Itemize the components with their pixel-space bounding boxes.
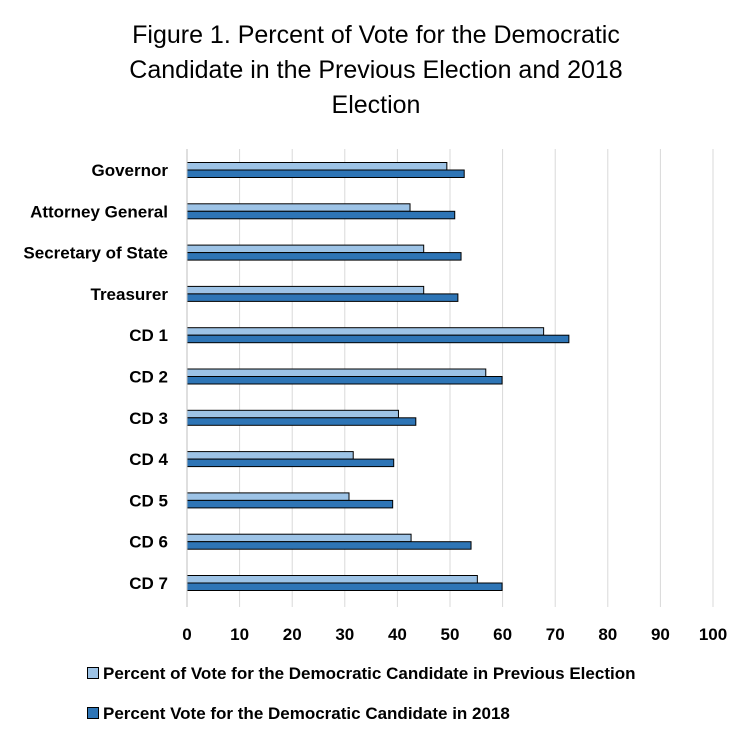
y-category-label: CD 7: [129, 574, 168, 593]
bar-previous: [186, 575, 478, 584]
y-category-label: CD 1: [129, 326, 168, 345]
chart-title-line-1: Figure 1. Percent of Vote for the Democr…: [132, 21, 620, 49]
legend-swatch-previous: [87, 666, 99, 679]
x-tick-label: 90: [651, 625, 670, 644]
x-tick-label: 50: [441, 625, 460, 644]
bar-previous: [186, 451, 354, 460]
bar-previous: [186, 203, 411, 212]
bar-2018: [186, 417, 417, 426]
x-tick-label: 40: [388, 625, 407, 644]
legend-swatch-2018: [87, 706, 99, 719]
bar-previous: [186, 244, 425, 254]
x-tick-label: 30: [335, 625, 354, 644]
x-tick-label: 10: [230, 625, 249, 644]
bar-2018: [186, 458, 395, 468]
bar-2018: [186, 499, 394, 509]
bar-previous: [186, 368, 487, 377]
x-tick-label: 80: [598, 625, 617, 644]
bar-previous: [186, 285, 425, 295]
y-category-label: Treasurer: [91, 285, 169, 304]
x-tick-label: 100: [699, 625, 727, 644]
x-tick-label: 20: [283, 625, 302, 644]
chart-title: Figure 1. Percent of Vote for the Democr…: [0, 18, 752, 123]
x-tick-label: 0: [182, 625, 191, 644]
x-tick-label: 70: [546, 625, 565, 644]
bar-previous: [186, 533, 412, 543]
y-category-label: CD 4: [129, 450, 168, 469]
bar-2018: [186, 169, 465, 178]
y-category-label: Governor: [91, 161, 168, 180]
bar-2018: [186, 582, 503, 591]
legend-item-2018: Percent Vote for the Democratic Candidat…: [87, 704, 510, 724]
chart-title-line-3: Election: [331, 91, 421, 119]
bar-2018: [186, 334, 570, 344]
x-tick-label: 60: [493, 625, 512, 644]
y-category-label: CD 2: [129, 368, 168, 387]
y-category-label: CD 6: [129, 533, 168, 552]
legend-label-2018: Percent Vote for the Democratic Candidat…: [103, 704, 510, 723]
bar-2018: [186, 293, 459, 302]
bar-2018: [186, 376, 503, 385]
legend-label-previous: Percent of Vote for the Democratic Candi…: [103, 664, 636, 683]
bar-2018: [186, 252, 462, 261]
chart-title-line-2: Candidate in the Previous Election and 2…: [129, 56, 623, 84]
legend-item-previous: Percent of Vote for the Democratic Candi…: [87, 664, 635, 684]
y-category-label: CD 5: [129, 491, 168, 510]
bar-2018: [186, 210, 456, 220]
y-category-label: Secretary of State: [23, 244, 168, 263]
y-category-label: CD 3: [129, 409, 168, 428]
bar-previous: [186, 492, 350, 501]
bar-previous: [186, 162, 448, 171]
bar-2018: [186, 541, 472, 550]
bar-previous: [186, 327, 545, 336]
bar-previous: [186, 409, 399, 419]
y-category-label: Attorney General: [30, 202, 168, 221]
